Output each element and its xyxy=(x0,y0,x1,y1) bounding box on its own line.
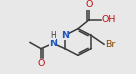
Text: O: O xyxy=(37,59,45,68)
Text: N: N xyxy=(49,39,57,48)
Text: Br: Br xyxy=(105,40,115,49)
Text: OH: OH xyxy=(102,15,116,24)
Text: N: N xyxy=(61,31,69,40)
Text: O: O xyxy=(85,0,93,9)
Text: H: H xyxy=(50,31,56,40)
